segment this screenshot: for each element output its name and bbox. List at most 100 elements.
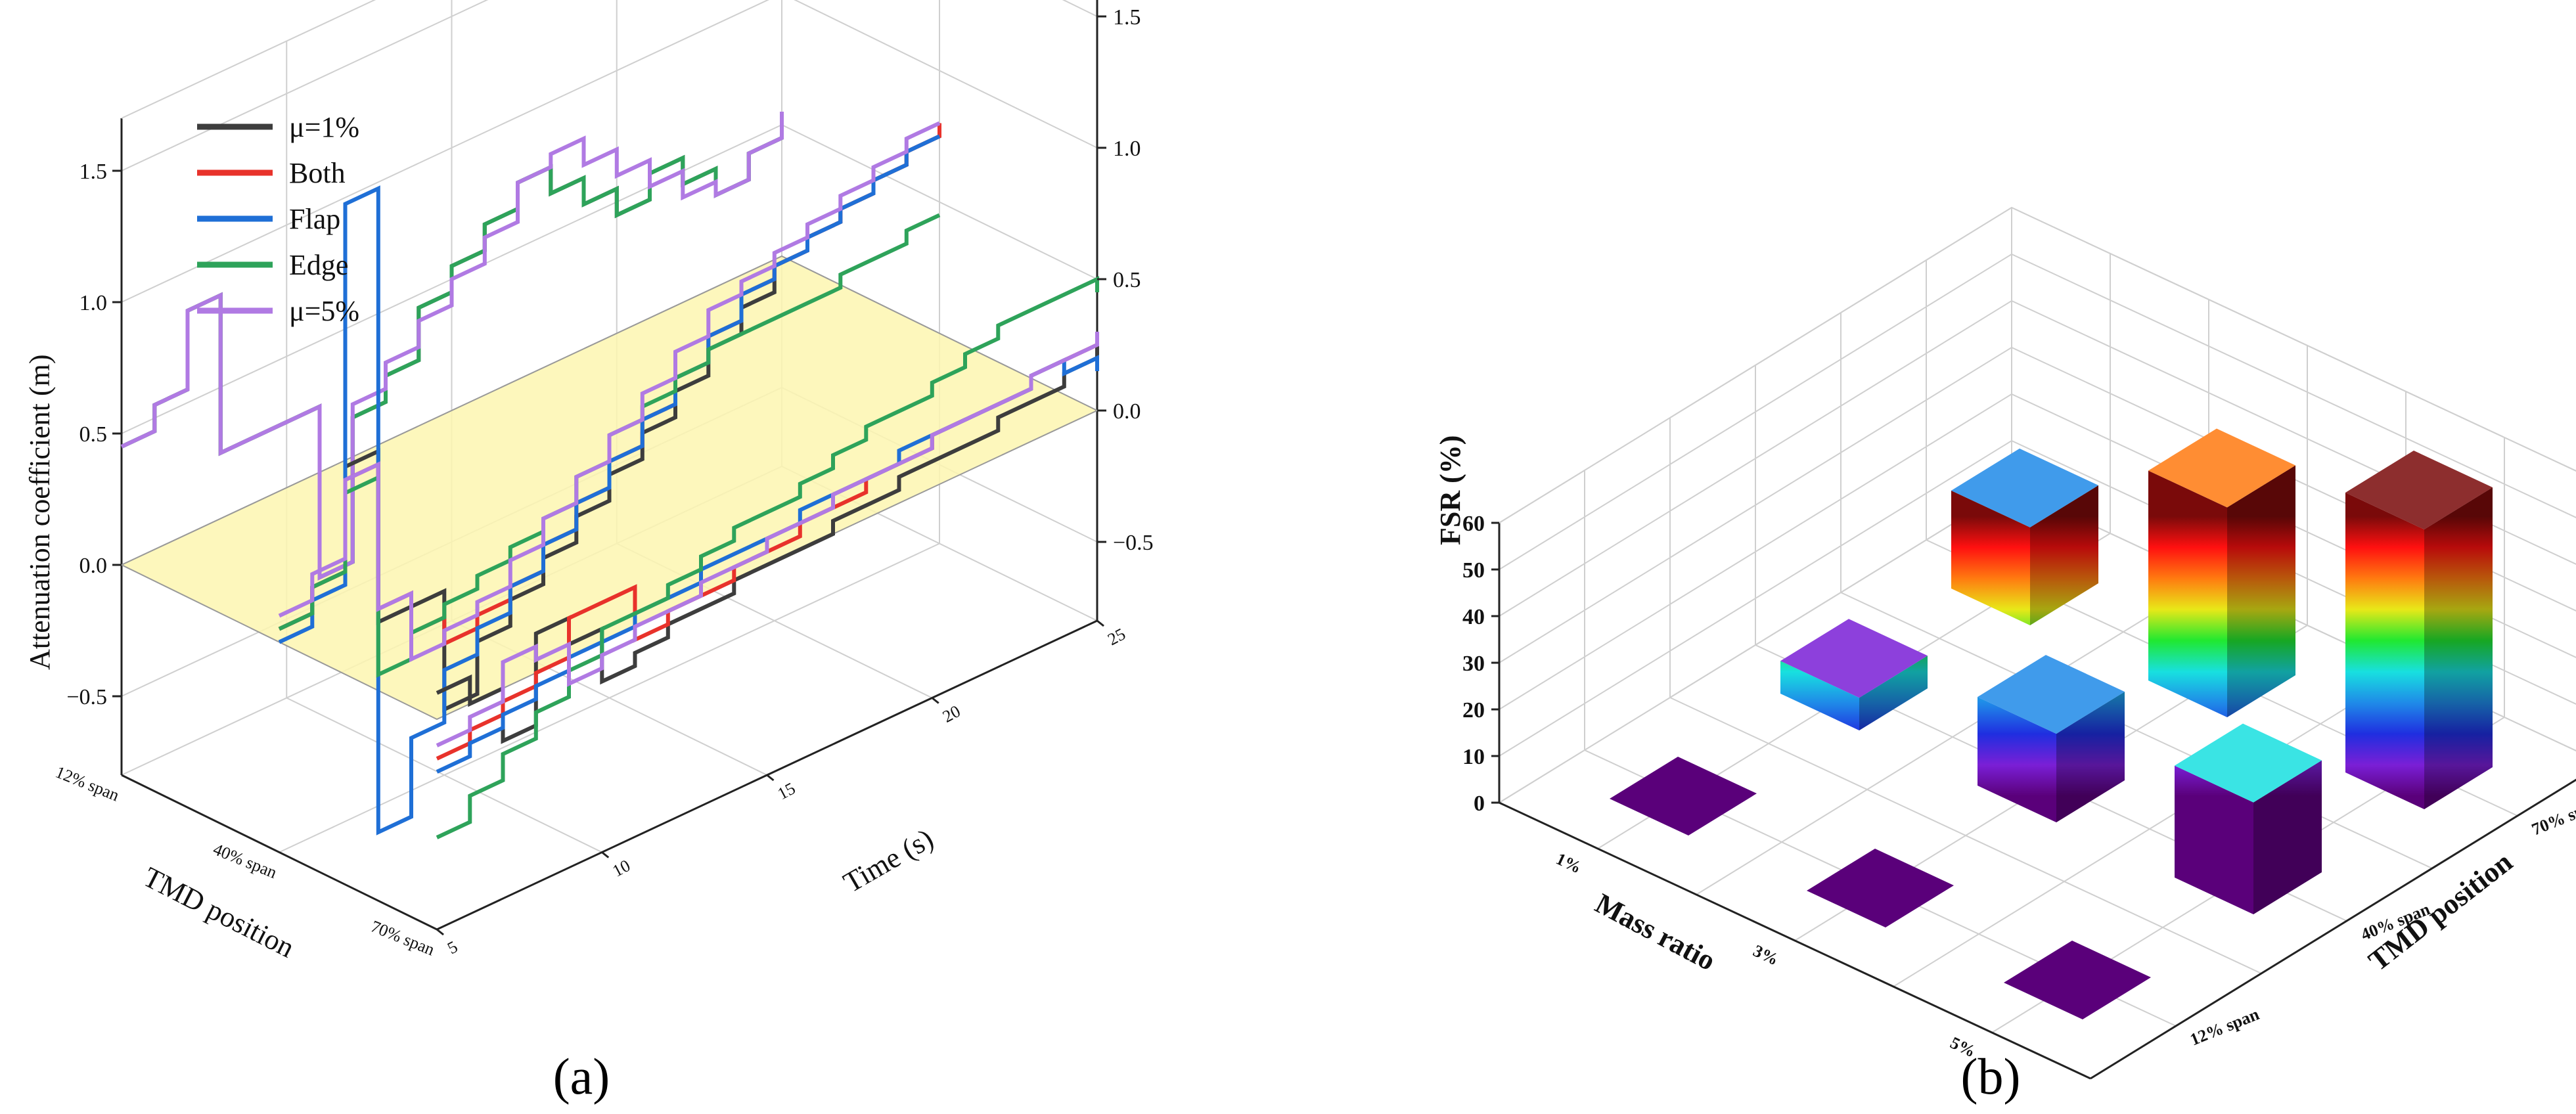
bar-side-face	[2424, 487, 2493, 809]
ytick-left-label-4: 1.5	[79, 160, 108, 184]
axis-label-tmd-position-a: TMD position	[138, 860, 300, 964]
frame-edge-b-1	[1499, 801, 2091, 1080]
axis-label-time: Time (s)	[838, 822, 939, 899]
legend-label-1: Both	[289, 157, 346, 189]
legend-a: μ=1% Both Flap Edge μ=5%	[197, 111, 359, 327]
time-tick-label-3: 20	[939, 702, 964, 726]
position-tick-label-a-2: 70% span	[368, 917, 437, 960]
axis-label-fsr: FSR (%)	[1434, 435, 1466, 545]
bar-side-shade	[2030, 485, 2098, 625]
gridline-back-value-3	[121, 0, 769, 303]
bar-side-face	[2056, 692, 2125, 822]
series-line-12	[436, 332, 1099, 747]
position-tick-label-b-2: 70% span	[2529, 794, 2576, 839]
bar-top-highlight	[1951, 448, 2098, 527]
bar-top-face	[2345, 451, 2493, 529]
bar-side-face	[2253, 760, 2322, 914]
ytick-b-label-1: 10	[1462, 745, 1485, 769]
bar-4	[1977, 655, 2125, 822]
time-tick-mark-2	[766, 774, 775, 782]
time-tick-mark-4	[1096, 619, 1104, 627]
series-line-2	[120, 112, 784, 581]
gridline-b-floor-m-2	[1696, 579, 2209, 895]
ytick-left-label-3: 1.0	[79, 291, 108, 315]
mass-tick-label-1: 3%	[1750, 941, 1782, 969]
bar-5	[2148, 428, 2295, 717]
legend-label-0: μ=1%	[289, 111, 359, 143]
bar-top-highlight	[1780, 619, 1928, 698]
bar-2	[1951, 448, 2098, 625]
frame-edge-b-5	[2011, 207, 2576, 472]
bar-top-highlight	[2148, 428, 2295, 508]
bar-side-face	[2030, 485, 2098, 625]
ytick-right-label-1: 0.0	[1113, 399, 1141, 424]
time-tick-label-2: 15	[775, 778, 799, 803]
bar-side-face	[2227, 465, 2295, 717]
legend-label-3: Edge	[289, 249, 348, 281]
ytick-right-label-2: 0.5	[1113, 268, 1141, 292]
bar-front-face	[1977, 697, 2056, 822]
bar-0	[1610, 757, 1757, 836]
time-tick-mark-1	[601, 851, 610, 858]
bar-top-face	[1780, 619, 1928, 698]
legend-label-2: Flap	[289, 203, 340, 235]
bar-6	[2004, 941, 2151, 1019]
ytick-b-label-6: 60	[1462, 512, 1485, 536]
bar-8	[2345, 451, 2493, 809]
bar-top-face	[1977, 655, 2125, 734]
ytick-b-label-3: 30	[1462, 652, 1485, 676]
bar-3	[1807, 849, 1954, 927]
gridline-b-floor-m-0	[1499, 487, 2012, 803]
axis-label-attenuation: Attenuation coefficient (m)	[24, 354, 56, 670]
time-tick-label-0: 5	[444, 937, 461, 958]
bar-top-face	[2148, 428, 2295, 508]
bar-top-highlight	[2175, 723, 2322, 803]
time-tick-label-4: 25	[1104, 624, 1129, 649]
position-tick-label-a-1: 40% span	[210, 839, 279, 882]
bar-side-face	[1859, 656, 1928, 730]
panel-label-b: (b)	[1961, 1048, 2021, 1105]
frame-edge-b-4	[1499, 207, 2012, 524]
frame-edge-a-1	[121, 774, 438, 931]
bar-side-shade	[1859, 656, 1928, 730]
gridline-back-value-4	[121, 0, 489, 171]
series-line-11	[436, 276, 1099, 839]
bar-side-shade	[2253, 760, 2322, 914]
axis-label-tmd-position-b: TMD position	[2362, 845, 2518, 977]
bar-top-highlight	[1977, 655, 2125, 734]
bar-front-face	[2345, 493, 2424, 809]
position-tick-label-a-0: 12% span	[53, 763, 122, 805]
ytick-b-label-5: 50	[1462, 558, 1485, 583]
ytick-left-label-0: −0.5	[66, 685, 107, 709]
mass-tick-label-0: 1%	[1553, 849, 1585, 878]
frame-edge-b-2	[2090, 778, 2576, 1080]
ytick-b-label-0: 0	[1474, 791, 1485, 816]
bar-top-face	[1951, 448, 2098, 527]
ytick-left-label-1: 0.0	[79, 554, 108, 578]
frame-edge-a-5	[121, 0, 376, 119]
series-line-5	[278, 134, 941, 836]
bar-front-face	[2148, 470, 2227, 717]
bar-top-highlight	[2345, 451, 2493, 529]
time-tick-mark-3	[931, 697, 939, 704]
gridline-floor-time-1	[286, 697, 602, 853]
chart-panel-a: −0.5 0.0 0.5 1.0 1.5 −0.5 0.0 0.5 1.0 1.5 5 10 15 20 2…	[24, 0, 1154, 1105]
bar-front-face	[1951, 490, 2030, 625]
bar-front-face	[1780, 661, 1859, 730]
bar-side-shade	[2056, 692, 2125, 822]
time-tick-mark-0	[436, 928, 444, 936]
ytick-right-label-4: 1.5	[1113, 5, 1141, 30]
gridline-b-floor-m-4	[1893, 671, 2407, 987]
gridline-b-floor-m-6	[2090, 779, 2576, 1079]
series-line-7	[278, 121, 941, 663]
bar-front-face	[2175, 765, 2253, 914]
bar-side-shade	[2424, 487, 2493, 809]
axis-label-mass-ratio: Mass ratio	[1590, 887, 1721, 977]
ytick-b-label-2: 20	[1462, 698, 1485, 723]
bar-1	[1780, 619, 1928, 730]
time-tick-label-1: 10	[609, 856, 633, 881]
bar-side-shade	[2227, 465, 2295, 717]
bar-top-face	[2175, 723, 2322, 803]
